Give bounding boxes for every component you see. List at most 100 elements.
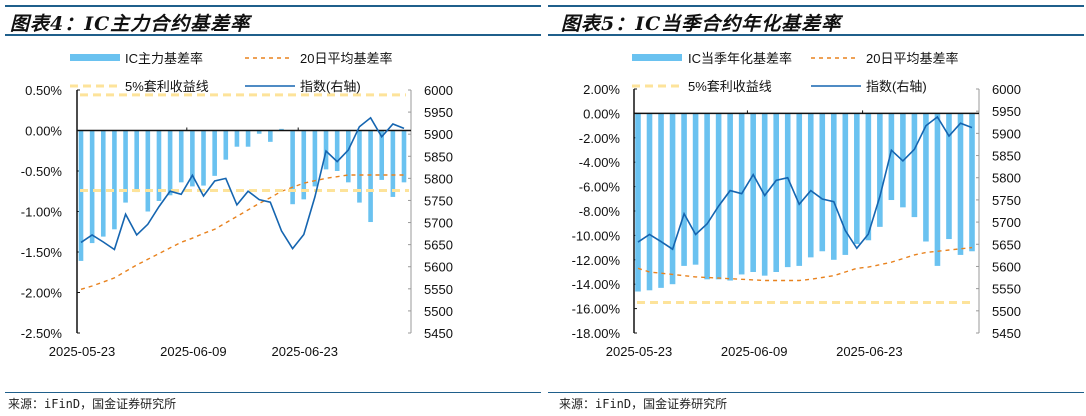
bar bbox=[865, 113, 872, 241]
bar bbox=[946, 113, 952, 240]
chart-title: 图表4：IC主力合约基差率 bbox=[10, 13, 251, 35]
left-axis-tick-label: 0.00% bbox=[25, 124, 62, 139]
bar bbox=[112, 130, 117, 230]
right-axis-tick-label: 6000 bbox=[992, 82, 1021, 97]
bar bbox=[807, 113, 814, 258]
left-axis-tick-label: 2.00% bbox=[583, 82, 620, 97]
bar bbox=[911, 113, 918, 218]
bar bbox=[957, 113, 964, 255]
bar bbox=[401, 130, 407, 183]
legend-label: 20日平均基差率 bbox=[300, 51, 392, 66]
right-axis-tick-label: 5750 bbox=[424, 193, 453, 208]
bar bbox=[89, 130, 95, 244]
right-axis-tick-label: 5700 bbox=[424, 216, 453, 231]
avg-20d-line bbox=[637, 246, 973, 282]
bar bbox=[156, 130, 162, 201]
bar bbox=[357, 130, 362, 203]
left-axis-tick-label: 0.00% bbox=[583, 106, 620, 121]
bar bbox=[854, 113, 860, 244]
bar bbox=[704, 113, 710, 280]
bar bbox=[78, 130, 84, 261]
bar bbox=[669, 113, 676, 285]
footer-rule bbox=[5, 392, 541, 393]
source-note: 来源：iFinD，国金证券研究所 bbox=[8, 397, 177, 411]
bar bbox=[223, 130, 229, 160]
bar bbox=[212, 130, 217, 176]
index-line bbox=[637, 115, 973, 251]
left-axis-tick-label: -1.00% bbox=[21, 205, 63, 220]
right-axis-tick-label: 5550 bbox=[424, 282, 453, 297]
right-axis-tick-label: 5950 bbox=[992, 104, 1021, 119]
right-axis-tick-label: 5500 bbox=[424, 304, 453, 319]
right-axis-tick-label: 5600 bbox=[992, 259, 1021, 274]
bar bbox=[658, 113, 664, 288]
left-axis-tick-label: -10.00% bbox=[572, 228, 621, 243]
bar bbox=[934, 113, 941, 266]
bar bbox=[796, 113, 803, 266]
bar bbox=[256, 130, 262, 134]
bar bbox=[830, 113, 837, 260]
title-top-rule bbox=[5, 5, 541, 7]
left-axis-tick-label: -0.50% bbox=[21, 164, 63, 179]
x-axis-tick-label: 2025-05-23 bbox=[606, 344, 673, 359]
title-top-rule bbox=[548, 5, 1084, 7]
left-axis-tick-label: -1.50% bbox=[21, 245, 63, 260]
right-axis-tick-label: 5800 bbox=[424, 171, 453, 186]
bar bbox=[646, 113, 653, 291]
bar bbox=[635, 113, 641, 292]
right-axis-tick-label: 5850 bbox=[424, 149, 453, 164]
bar bbox=[784, 113, 791, 268]
right-axis-tick-label: 5450 bbox=[992, 326, 1021, 341]
bar bbox=[334, 130, 340, 171]
right-axis-tick-label: 5900 bbox=[992, 126, 1021, 141]
right-axis-tick-label: 5800 bbox=[992, 171, 1021, 186]
legend-label: IC当季年化基差率 bbox=[688, 51, 792, 66]
source-note: 来源：iFinD，国金证券研究所 bbox=[559, 397, 728, 411]
chart-panel-ic-main-basis: 图表4：IC主力合约基差率 0.50% 0.00% -0.50% -1.00% -1.5… bbox=[5, 5, 541, 411]
left-axis-tick-label: -6.00% bbox=[579, 180, 621, 195]
left-axis-tick-label: -4.00% bbox=[579, 155, 621, 170]
bar bbox=[290, 130, 295, 205]
footer-rule bbox=[548, 392, 1084, 393]
bar bbox=[190, 130, 195, 187]
x-axis-tick-label: 2025-06-09 bbox=[160, 344, 227, 359]
bar bbox=[390, 130, 396, 197]
bar bbox=[727, 113, 733, 281]
right-axis-tick-label: 5550 bbox=[992, 282, 1021, 297]
legend-swatch-bar bbox=[70, 54, 120, 61]
chart-panel-ic-quarter-annualized-basis: 图表5：IC当季合约年化基差率 2.00% 0.00% -2.00% -4.00% -6… bbox=[543, 0, 1086, 416]
right-axis-tick-label: 5600 bbox=[424, 260, 453, 275]
x-axis-tick-label: 2025-06-23 bbox=[836, 344, 903, 359]
bar bbox=[167, 130, 173, 196]
bar bbox=[346, 130, 351, 183]
right-axis-tick-label: 5650 bbox=[424, 238, 453, 253]
x-axis-tick-label: 2025-05-23 bbox=[49, 344, 116, 359]
left-axis-tick-label: -14.00% bbox=[572, 277, 621, 292]
bar bbox=[123, 130, 128, 203]
chart-title: 图表5：IC当季合约年化基差率 bbox=[561, 13, 842, 35]
x-axis-tick-label: 2025-06-09 bbox=[721, 344, 788, 359]
right-axis-tick-label: 5950 bbox=[424, 105, 453, 120]
title-bottom-rule bbox=[548, 34, 1084, 36]
bar bbox=[312, 130, 318, 187]
right-axis-tick-label: 5700 bbox=[992, 215, 1021, 230]
bar bbox=[842, 113, 849, 255]
left-axis-tick-label: -12.00% bbox=[572, 253, 621, 268]
right-axis-tick-label: 6000 bbox=[424, 83, 453, 98]
bar bbox=[245, 130, 251, 147]
bar bbox=[178, 130, 184, 183]
legend-swatch-bar bbox=[632, 54, 682, 61]
right-axis-tick-label: 5900 bbox=[424, 127, 453, 142]
left-axis-tick-label: -2.00% bbox=[579, 131, 621, 146]
right-axis-tick-label: 5650 bbox=[992, 237, 1021, 252]
title-bottom-rule bbox=[5, 34, 541, 36]
avg-20d-line bbox=[80, 174, 404, 290]
left-axis-tick-label: -2.50% bbox=[21, 326, 63, 341]
bar bbox=[681, 113, 687, 266]
legend-label: 指数(右轴) bbox=[866, 79, 927, 94]
bar bbox=[969, 113, 975, 252]
right-axis-tick-label: 5500 bbox=[992, 304, 1021, 319]
left-axis-tick-label: -18.00% bbox=[572, 326, 621, 341]
bar bbox=[268, 130, 273, 142]
legend-label: 5%套利收益线 bbox=[125, 79, 209, 94]
